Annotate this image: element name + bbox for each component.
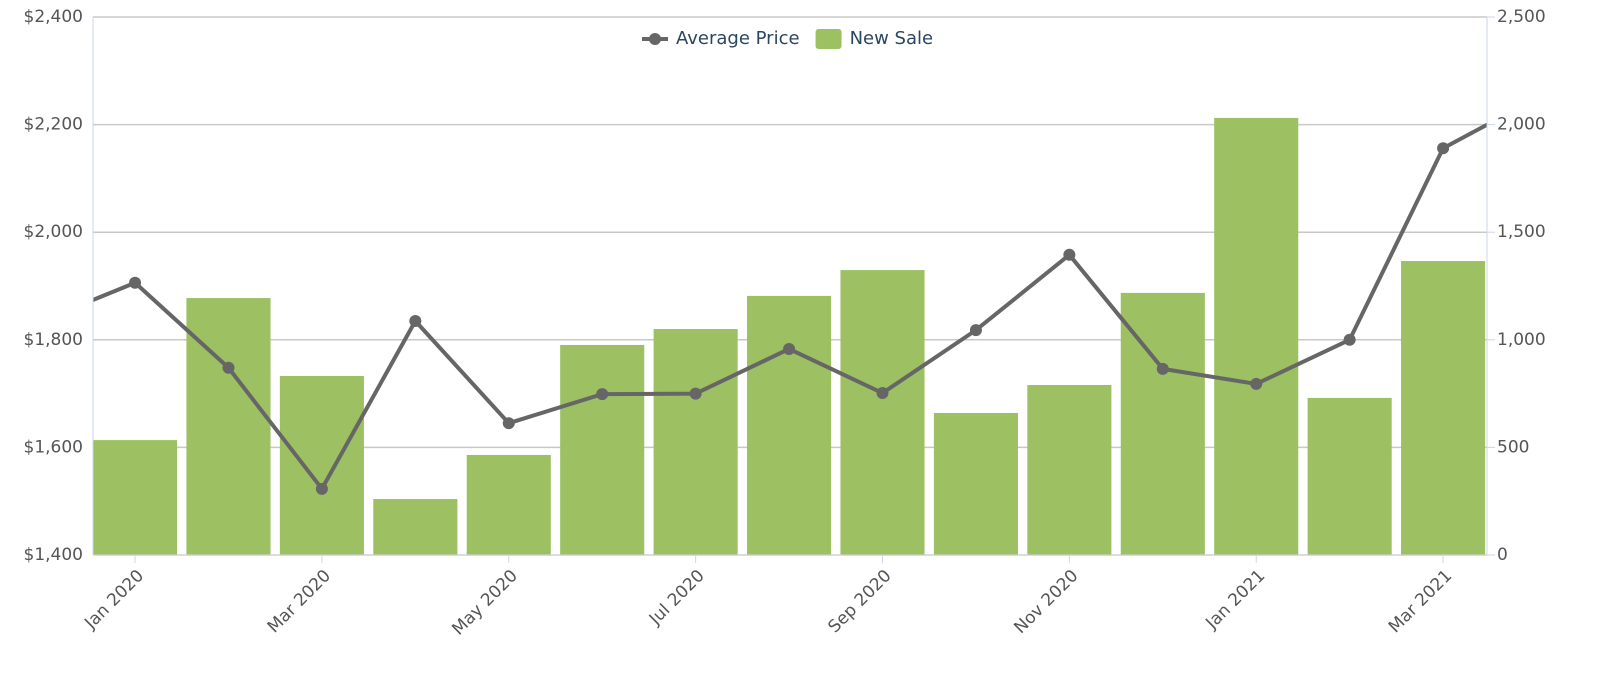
bar: [840, 270, 925, 555]
y-tick-label: $1,600: [24, 437, 83, 457]
x-tick-label: Jan 2021: [1202, 566, 1270, 634]
y2-tick-label: 2,500: [1497, 7, 1546, 27]
lines: [36, 92, 1543, 495]
point: [689, 387, 702, 400]
bar: [1027, 384, 1112, 555]
legend-label: New Sale: [850, 28, 934, 49]
x-tick-label: Mar 2020: [264, 566, 335, 637]
point: [596, 388, 609, 401]
bar: [93, 440, 178, 555]
point: [783, 342, 796, 355]
y2-tick-label: 2,000: [1497, 115, 1546, 135]
bars: [93, 117, 1486, 555]
bar: [466, 454, 551, 555]
point: [1531, 92, 1543, 104]
x-tick-label: Sep 2020: [824, 566, 895, 637]
point: [1343, 333, 1356, 346]
y-tick-label: $1,800: [24, 330, 83, 350]
point: [1250, 377, 1263, 390]
point: [409, 314, 422, 327]
point: [876, 387, 889, 400]
legend-symbol: [815, 29, 842, 49]
bar: [373, 499, 458, 555]
legend: Average Price New Sale: [642, 28, 933, 49]
point: [1437, 142, 1450, 155]
legend-symbol: [649, 33, 661, 45]
axes: [92, 16, 1495, 563]
y2-tick-label: 1,500: [1497, 222, 1546, 242]
x-tick-label: May 2020: [448, 566, 521, 639]
x-tick-label: Nov 2020: [1010, 566, 1082, 638]
y2-tick-label: 1,000: [1497, 330, 1546, 350]
x-tick-label: Jul 2020: [645, 566, 709, 630]
point: [969, 324, 982, 337]
bar: [279, 375, 364, 555]
y2-tick-label: 500: [1497, 437, 1529, 457]
bar: [560, 344, 645, 555]
y-tick-label: $1,400: [24, 545, 83, 565]
point: [36, 315, 48, 327]
bar: [933, 412, 1018, 555]
bar: [653, 329, 738, 555]
y-tick-label: $2,200: [24, 115, 83, 135]
point: [1063, 248, 1076, 261]
x-tick-label: Mar 2021: [1385, 566, 1456, 637]
point: [1156, 362, 1169, 375]
x-tick-label: Jan 2020: [80, 566, 148, 634]
point: [129, 276, 142, 289]
y-tick-label: $2,400: [24, 7, 83, 27]
legend-label: Average Price: [676, 28, 800, 49]
y2-tick-label: 0: [1497, 545, 1508, 565]
bar: [747, 295, 832, 555]
bar: [1214, 117, 1299, 555]
point: [502, 417, 515, 430]
y-tick-label: $2,000: [24, 222, 83, 242]
bar: [1401, 261, 1486, 555]
bar: [186, 298, 271, 555]
point: [315, 482, 328, 495]
bar: [1307, 397, 1392, 555]
point: [222, 361, 235, 374]
